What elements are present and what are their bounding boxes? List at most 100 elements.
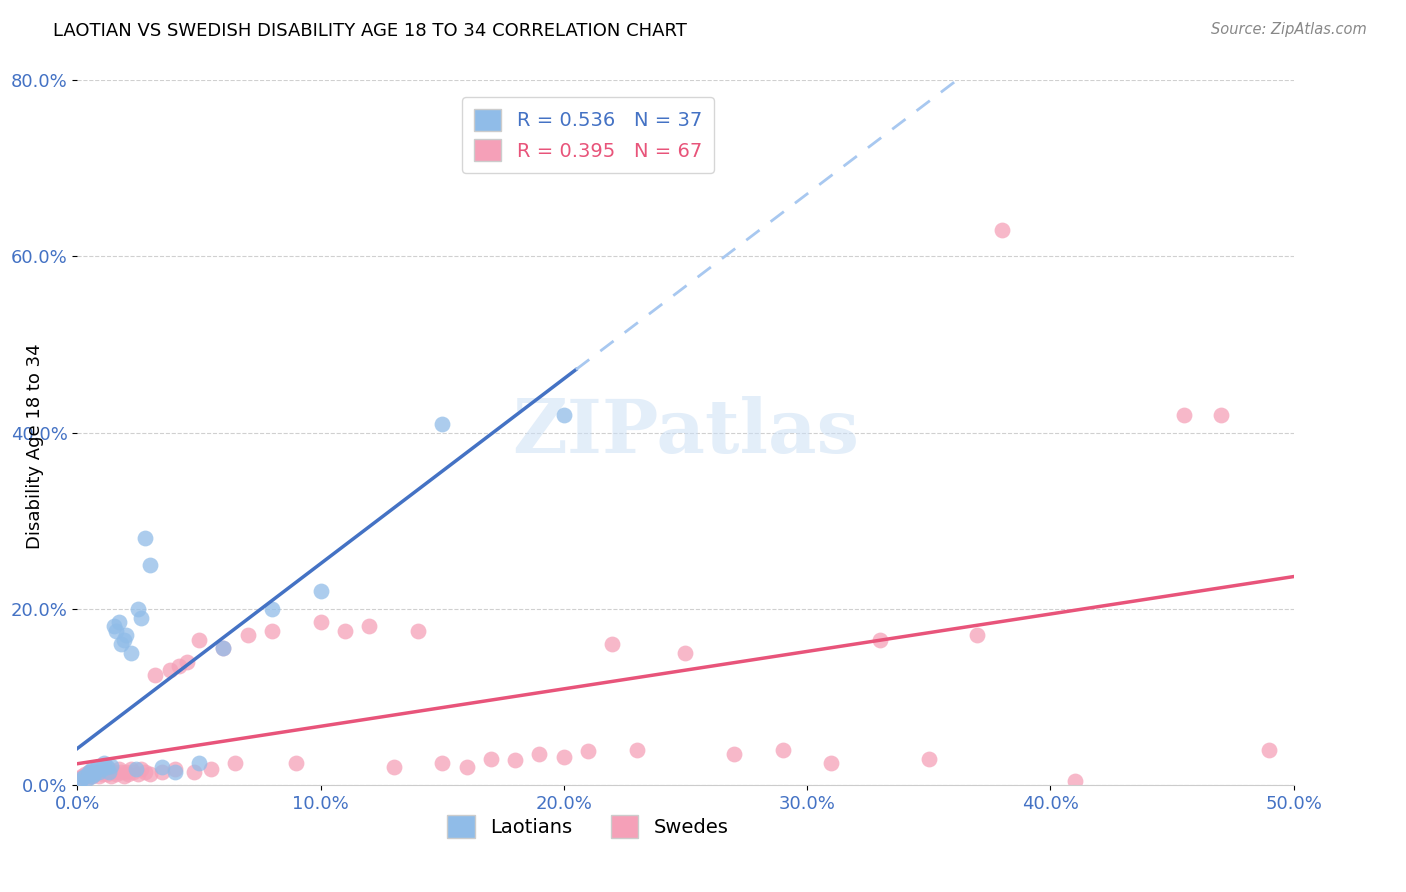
Point (90, 762, 112, 776)
Point (309, 584, 332, 599)
Point (152, 764, 174, 779)
Text: LAOTIAN VS SWEDISH DISABILITY AGE 18 TO 34 CORRELATION CHART: LAOTIAN VS SWEDISH DISABILITY AGE 18 TO … (53, 22, 688, 40)
Point (70, 771, 93, 785)
Point (503, 753, 526, 767)
Point (200, 762, 222, 776)
Point (122, 764, 145, 779)
Point (110, 764, 132, 779)
Point (69, 771, 91, 785)
Point (96, 760, 118, 774)
Point (359, 619, 381, 633)
Point (69, 773, 91, 788)
Point (79, 767, 101, 781)
Point (869, 632, 891, 647)
Point (212, 641, 235, 656)
Point (152, 760, 174, 774)
Point (70, 769, 93, 783)
Point (97, 764, 120, 779)
Point (93, 764, 115, 779)
Point (115, 628, 138, 642)
Point (90, 767, 112, 781)
Point (117, 767, 139, 781)
Point (115, 764, 138, 779)
Point (990, 223, 1012, 237)
Point (212, 641, 235, 656)
Point (129, 610, 152, 624)
Point (86, 760, 108, 774)
Point (73, 767, 96, 781)
Point (163, 764, 186, 779)
Point (96, 767, 118, 781)
Point (576, 744, 599, 758)
Point (139, 767, 162, 781)
Point (169, 659, 191, 673)
Point (105, 624, 128, 638)
Point (430, 417, 453, 431)
Point (553, 408, 575, 422)
Point (820, 756, 842, 770)
Point (80, 762, 103, 776)
Point (127, 601, 149, 615)
Point (134, 531, 156, 545)
Point (553, 749, 575, 764)
Point (134, 764, 156, 779)
Point (89, 769, 111, 783)
Point (430, 756, 453, 770)
Point (105, 767, 128, 781)
Point (236, 628, 259, 642)
Point (456, 760, 478, 774)
Point (125, 762, 148, 776)
Point (107, 615, 129, 629)
Point (76, 771, 98, 785)
Point (110, 637, 132, 651)
Point (602, 637, 624, 651)
Point (382, 760, 405, 774)
Point (966, 628, 988, 642)
Point (529, 747, 551, 761)
Point (97, 762, 120, 776)
Text: ZIPatlas: ZIPatlas (512, 396, 859, 469)
Point (120, 762, 142, 776)
Point (83, 767, 105, 781)
Point (479, 751, 502, 765)
Point (333, 624, 356, 638)
Point (309, 615, 332, 629)
Point (143, 668, 166, 682)
Point (176, 655, 198, 669)
Point (79, 764, 101, 779)
Point (285, 756, 308, 770)
Point (224, 756, 246, 770)
Point (260, 624, 283, 638)
Point (163, 762, 186, 776)
Point (76, 772, 98, 786)
Point (79, 764, 101, 779)
Point (918, 751, 941, 765)
Point (83, 767, 105, 781)
Point (100, 769, 122, 783)
Point (675, 646, 697, 660)
Point (107, 762, 129, 776)
Point (73, 769, 96, 783)
Point (129, 762, 152, 776)
Point (86, 764, 108, 779)
Point (80, 769, 103, 783)
Point (260, 601, 283, 615)
Point (112, 769, 135, 783)
Point (626, 742, 648, 756)
Point (188, 632, 211, 647)
Point (772, 742, 794, 756)
Point (1063, 773, 1085, 788)
Point (103, 619, 125, 633)
Point (159, 664, 181, 678)
Point (80, 769, 103, 783)
Point (723, 747, 745, 761)
Point (139, 558, 162, 572)
Point (1209, 408, 1232, 422)
Text: Disability Age 18 to 34: Disability Age 18 to 34 (27, 343, 44, 549)
Text: Source: ZipAtlas.com: Source: ZipAtlas.com (1211, 22, 1367, 37)
Point (120, 646, 142, 660)
Point (93, 756, 115, 770)
Point (406, 624, 429, 638)
Point (188, 756, 211, 770)
Point (127, 767, 149, 781)
